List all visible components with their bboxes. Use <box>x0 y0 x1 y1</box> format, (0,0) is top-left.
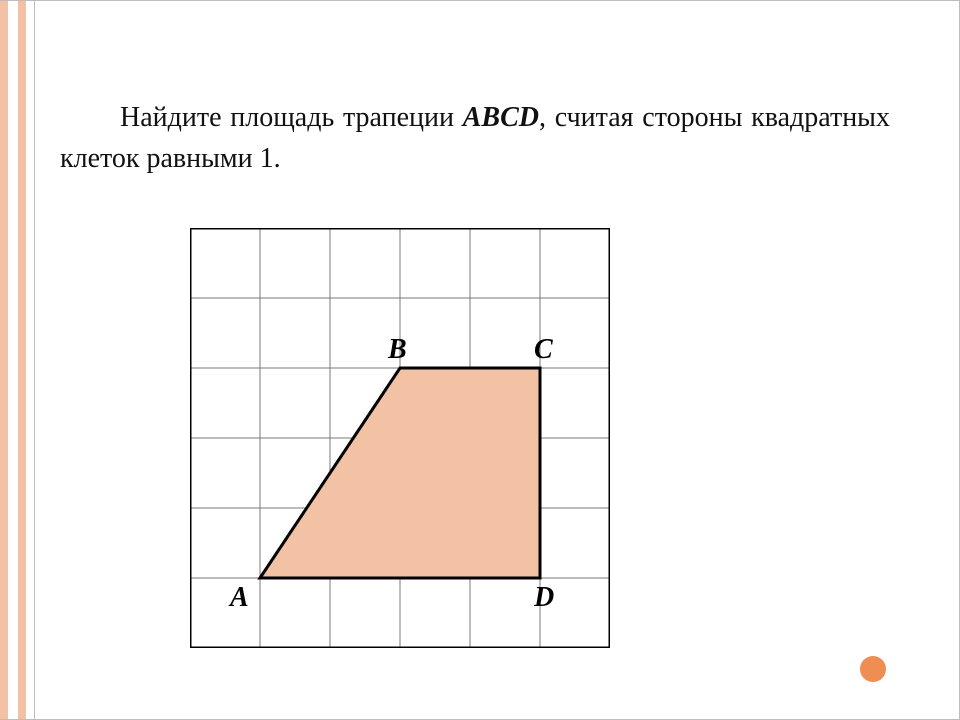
left-stripe-inner <box>8 0 18 720</box>
slide-border-top <box>0 0 960 1</box>
slide-border-left <box>34 0 35 720</box>
vertex-label-B: B <box>387 334 407 365</box>
decor-dot <box>860 656 886 682</box>
grid-svg: A B C D <box>190 228 610 648</box>
vertex-label-A: A <box>228 582 249 613</box>
problem-text: Найдите площадь трапеции ABCD, считая ст… <box>60 98 890 179</box>
problem-text-part1: Найдите площадь трапеции <box>120 102 463 133</box>
problem-text-emph: ABCD <box>463 102 539 133</box>
vertex-label-D: D <box>533 582 554 613</box>
trapezoid-diagram: A B C D <box>190 228 610 648</box>
vertex-label-C: C <box>534 334 553 365</box>
